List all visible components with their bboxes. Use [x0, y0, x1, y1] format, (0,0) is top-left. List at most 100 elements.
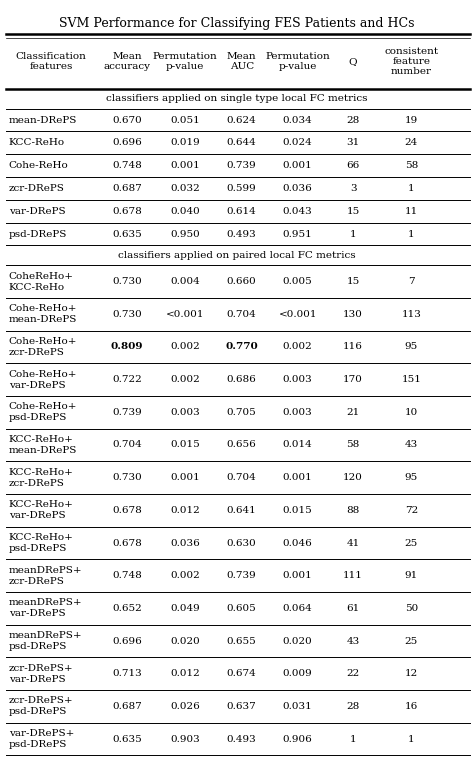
Text: Cohe-ReHo+
mean-DRePS: Cohe-ReHo+ mean-DRePS: [9, 304, 77, 325]
Text: var-DRePS: var-DRePS: [9, 207, 65, 216]
Text: 0.020: 0.020: [170, 637, 200, 645]
Text: 0.637: 0.637: [227, 702, 256, 711]
Text: 1: 1: [408, 184, 415, 193]
Text: zcr-DRePS: zcr-DRePS: [9, 184, 64, 193]
Text: classifiers applied on paired local FC metrics: classifiers applied on paired local FC m…: [118, 251, 356, 260]
Text: Classification
features: Classification features: [16, 52, 87, 71]
Text: 95: 95: [405, 473, 418, 482]
Text: 22: 22: [346, 670, 360, 678]
Text: var-DRePS+
psd-DRePS: var-DRePS+ psd-DRePS: [9, 729, 74, 749]
Text: meanDRePS+
var-DRePS: meanDRePS+ var-DRePS: [9, 598, 82, 619]
Text: KCC-ReHo+
psd-DRePS: KCC-ReHo+ psd-DRePS: [9, 533, 73, 553]
Text: 0.722: 0.722: [112, 375, 142, 384]
Text: 0.630: 0.630: [227, 539, 256, 547]
Text: 151: 151: [401, 375, 421, 384]
Text: <0.001: <0.001: [278, 310, 317, 318]
Text: 0.005: 0.005: [283, 277, 312, 286]
Text: 0.713: 0.713: [112, 670, 142, 678]
Text: 0.670: 0.670: [112, 116, 142, 125]
Text: 31: 31: [346, 138, 360, 147]
Text: KCC-ReHo+
zcr-DRePS: KCC-ReHo+ zcr-DRePS: [9, 467, 73, 488]
Text: 15: 15: [346, 277, 360, 286]
Text: 58: 58: [405, 161, 418, 170]
Text: 0.001: 0.001: [170, 161, 200, 170]
Text: 10: 10: [405, 408, 418, 416]
Text: 16: 16: [405, 702, 418, 711]
Text: 120: 120: [343, 473, 363, 482]
Text: 0.034: 0.034: [283, 116, 312, 125]
Text: 0.951: 0.951: [283, 230, 312, 239]
Text: 0.748: 0.748: [112, 161, 142, 170]
Text: 0.730: 0.730: [112, 473, 142, 482]
Text: 0.678: 0.678: [112, 506, 142, 515]
Text: 1: 1: [408, 735, 415, 743]
Text: 0.003: 0.003: [283, 408, 312, 416]
Text: 0.012: 0.012: [170, 670, 200, 678]
Text: 0.599: 0.599: [227, 184, 256, 193]
Text: 0.003: 0.003: [283, 375, 312, 384]
Text: 72: 72: [405, 506, 418, 515]
Text: 0.001: 0.001: [283, 572, 312, 580]
Text: 15: 15: [346, 207, 360, 216]
Text: Mean
accuracy: Mean accuracy: [103, 52, 151, 71]
Text: 0.002: 0.002: [283, 343, 312, 351]
Text: 0.009: 0.009: [283, 670, 312, 678]
Text: 0.024: 0.024: [283, 138, 312, 147]
Text: 0.004: 0.004: [170, 277, 200, 286]
Text: 0.624: 0.624: [227, 116, 256, 125]
Text: 0.644: 0.644: [227, 138, 256, 147]
Text: 0.001: 0.001: [170, 473, 200, 482]
Text: 0.652: 0.652: [112, 604, 142, 613]
Text: 0.950: 0.950: [170, 230, 200, 239]
Text: 11: 11: [405, 207, 418, 216]
Text: 0.001: 0.001: [283, 473, 312, 482]
Text: 25: 25: [405, 637, 418, 645]
Text: 0.739: 0.739: [227, 572, 256, 580]
Text: CoheReHo+
KCC-ReHo: CoheReHo+ KCC-ReHo: [9, 271, 73, 292]
Text: 0.770: 0.770: [225, 343, 258, 351]
Text: KCC-ReHo+
mean-DRePS: KCC-ReHo+ mean-DRePS: [9, 435, 77, 455]
Text: 0.903: 0.903: [170, 735, 200, 743]
Text: 0.043: 0.043: [283, 207, 312, 216]
Text: 0.660: 0.660: [227, 277, 256, 286]
Text: 0.696: 0.696: [112, 138, 142, 147]
Text: Permutation
p-value: Permutation p-value: [153, 52, 217, 71]
Text: 0.026: 0.026: [170, 702, 200, 711]
Text: Permutation
p-value: Permutation p-value: [265, 52, 330, 71]
Text: 12: 12: [405, 670, 418, 678]
Text: Cohe-ReHo+
var-DRePS: Cohe-ReHo+ var-DRePS: [9, 369, 77, 390]
Text: 0.730: 0.730: [112, 310, 142, 318]
Text: 0.064: 0.064: [283, 604, 312, 613]
Text: 0.003: 0.003: [170, 408, 200, 416]
Text: 0.704: 0.704: [227, 473, 256, 482]
Text: 0.049: 0.049: [170, 604, 200, 613]
Text: KCC-ReHo: KCC-ReHo: [9, 138, 64, 147]
Text: 0.036: 0.036: [170, 539, 200, 547]
Text: 0.036: 0.036: [283, 184, 312, 193]
Text: 0.739: 0.739: [227, 161, 256, 170]
Text: meanDRePS+
zcr-DRePS: meanDRePS+ zcr-DRePS: [9, 565, 82, 586]
Text: 0.748: 0.748: [112, 572, 142, 580]
Text: mean-DRePS: mean-DRePS: [9, 116, 77, 125]
Text: 0.687: 0.687: [112, 184, 142, 193]
Text: Cohe-ReHo+
zcr-DRePS: Cohe-ReHo+ zcr-DRePS: [9, 337, 77, 357]
Text: 0.678: 0.678: [112, 207, 142, 216]
Text: 0.678: 0.678: [112, 539, 142, 547]
Text: 0.493: 0.493: [227, 735, 256, 743]
Text: 1: 1: [350, 230, 356, 239]
Text: zcr-DRePS+
var-DRePS: zcr-DRePS+ var-DRePS: [9, 663, 73, 684]
Text: 43: 43: [346, 637, 360, 645]
Text: Cohe-ReHo: Cohe-ReHo: [9, 161, 68, 170]
Text: 0.704: 0.704: [227, 310, 256, 318]
Text: 0.020: 0.020: [283, 637, 312, 645]
Text: 0.040: 0.040: [170, 207, 200, 216]
Text: meanDRePS+
psd-DRePS: meanDRePS+ psd-DRePS: [9, 631, 82, 651]
Text: 58: 58: [346, 441, 360, 449]
Text: 0.656: 0.656: [227, 441, 256, 449]
Text: Cohe-ReHo+
psd-DRePS: Cohe-ReHo+ psd-DRePS: [9, 402, 77, 423]
Text: psd-DRePS: psd-DRePS: [9, 230, 67, 239]
Text: 0.739: 0.739: [112, 408, 142, 416]
Text: consistent
feature
number: consistent feature number: [384, 46, 438, 77]
Text: 0.051: 0.051: [170, 116, 200, 125]
Text: 1: 1: [408, 230, 415, 239]
